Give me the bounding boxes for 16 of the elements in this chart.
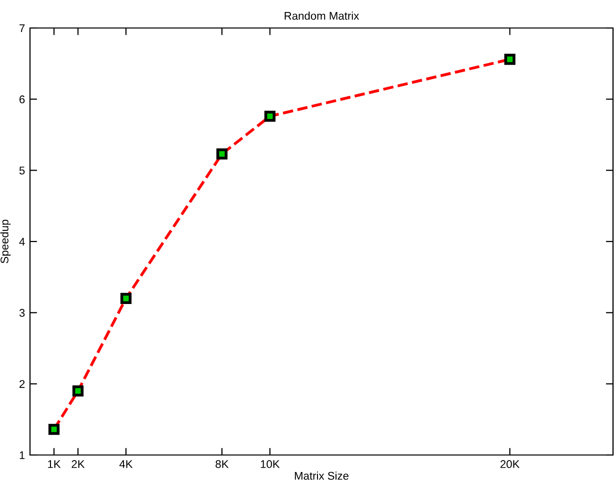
x-tick-label: 2K xyxy=(72,460,85,468)
y-tick-label: 2 xyxy=(20,380,25,388)
x-tick-label: 1K xyxy=(48,460,61,468)
y-tick-label: 4 xyxy=(19,238,25,246)
x-tick-label: 10K xyxy=(260,460,280,468)
x-tick-label: 8K xyxy=(216,460,229,468)
y-tick-label: 7 xyxy=(20,24,25,32)
x-tick-label: 4K xyxy=(119,460,133,468)
x-tick-label: 20K xyxy=(500,460,520,468)
y-tick-label: 6 xyxy=(20,95,25,104)
y-tick-label: 1 xyxy=(20,451,25,460)
y-tick-label: 5 xyxy=(19,166,25,174)
y-tick-label: 3 xyxy=(19,308,25,317)
y-axis-title: Speedup xyxy=(0,220,11,264)
x-axis-title: Matrix Size xyxy=(294,472,348,480)
chart-title: Random Matrix xyxy=(284,12,360,20)
